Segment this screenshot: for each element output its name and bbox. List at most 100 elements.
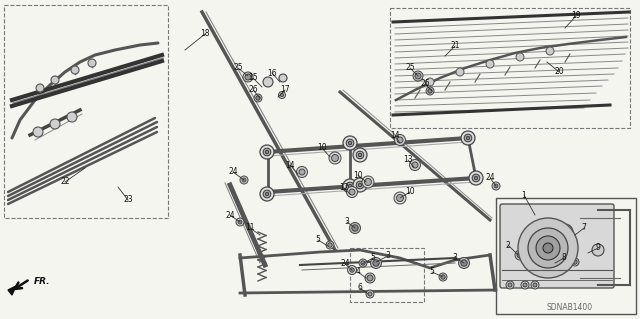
Circle shape — [346, 187, 358, 197]
Circle shape — [71, 66, 79, 74]
Circle shape — [296, 167, 307, 177]
Circle shape — [299, 169, 305, 175]
Circle shape — [366, 290, 374, 298]
Circle shape — [469, 171, 483, 185]
Text: 24: 24 — [340, 259, 350, 269]
Circle shape — [343, 179, 357, 193]
Circle shape — [242, 178, 246, 182]
Circle shape — [412, 162, 418, 168]
Circle shape — [346, 139, 354, 147]
Text: 10: 10 — [317, 144, 327, 152]
Circle shape — [361, 261, 365, 265]
Circle shape — [428, 89, 432, 93]
Circle shape — [551, 258, 559, 266]
Circle shape — [260, 187, 274, 201]
Circle shape — [573, 260, 577, 264]
Circle shape — [263, 190, 271, 198]
Circle shape — [352, 225, 358, 231]
Circle shape — [359, 259, 367, 267]
Text: 20: 20 — [554, 68, 564, 77]
Circle shape — [36, 84, 44, 92]
Text: 9: 9 — [596, 243, 600, 253]
Text: 5: 5 — [371, 254, 376, 263]
Circle shape — [521, 281, 529, 289]
Text: 15: 15 — [248, 73, 258, 83]
Circle shape — [350, 268, 354, 272]
Circle shape — [238, 220, 242, 224]
Circle shape — [243, 72, 253, 82]
Text: 25: 25 — [405, 63, 415, 72]
Circle shape — [492, 182, 500, 190]
Circle shape — [472, 174, 480, 182]
Circle shape — [518, 218, 578, 278]
Circle shape — [426, 87, 434, 95]
Text: 23: 23 — [123, 196, 133, 204]
Circle shape — [51, 76, 59, 84]
Circle shape — [397, 137, 403, 143]
Circle shape — [528, 228, 568, 268]
Circle shape — [367, 275, 373, 281]
Text: 3: 3 — [344, 218, 349, 226]
Text: 24: 24 — [228, 167, 238, 176]
Text: 25: 25 — [233, 63, 243, 72]
Text: 13: 13 — [403, 155, 413, 165]
Circle shape — [279, 74, 287, 82]
Circle shape — [543, 243, 553, 253]
Text: 5: 5 — [429, 268, 435, 277]
Circle shape — [236, 218, 244, 226]
Circle shape — [557, 224, 573, 240]
Circle shape — [349, 268, 355, 272]
Circle shape — [329, 152, 341, 164]
Circle shape — [533, 283, 537, 287]
Circle shape — [515, 250, 525, 260]
Circle shape — [553, 260, 557, 264]
Text: 10: 10 — [353, 170, 363, 180]
Circle shape — [413, 71, 423, 81]
Circle shape — [346, 182, 354, 190]
Circle shape — [348, 141, 352, 145]
Circle shape — [50, 119, 60, 129]
Circle shape — [353, 178, 367, 192]
Text: 8: 8 — [562, 254, 566, 263]
Circle shape — [546, 47, 554, 55]
Text: 4: 4 — [356, 268, 360, 277]
Text: 24: 24 — [485, 174, 495, 182]
Text: 26: 26 — [420, 79, 430, 88]
Circle shape — [265, 150, 269, 154]
Circle shape — [368, 292, 372, 296]
Circle shape — [506, 281, 514, 289]
Circle shape — [426, 78, 434, 86]
Circle shape — [265, 192, 269, 196]
Text: SDNAB1400: SDNAB1400 — [547, 303, 593, 313]
Circle shape — [353, 148, 367, 162]
Circle shape — [456, 68, 464, 76]
Circle shape — [415, 73, 421, 79]
Circle shape — [349, 189, 355, 195]
Circle shape — [397, 195, 403, 202]
Circle shape — [464, 134, 472, 142]
Circle shape — [328, 243, 332, 247]
Text: 18: 18 — [200, 29, 210, 39]
Text: 26: 26 — [248, 85, 258, 94]
Circle shape — [531, 281, 539, 289]
Circle shape — [263, 77, 273, 87]
Circle shape — [278, 92, 285, 99]
Circle shape — [348, 265, 356, 275]
Circle shape — [356, 181, 364, 189]
Circle shape — [67, 112, 77, 122]
Circle shape — [88, 59, 96, 67]
Text: 22: 22 — [60, 177, 70, 187]
Circle shape — [280, 93, 284, 97]
Text: 10: 10 — [405, 188, 415, 197]
Circle shape — [254, 94, 262, 102]
Text: 16: 16 — [267, 69, 277, 78]
Circle shape — [362, 176, 374, 188]
Circle shape — [486, 60, 494, 68]
Circle shape — [441, 275, 445, 279]
Text: FR.: FR. — [34, 278, 51, 286]
Text: 2: 2 — [506, 241, 510, 249]
Circle shape — [260, 145, 274, 159]
Circle shape — [256, 96, 260, 100]
Text: 7: 7 — [582, 224, 586, 233]
Text: 19: 19 — [571, 11, 581, 20]
